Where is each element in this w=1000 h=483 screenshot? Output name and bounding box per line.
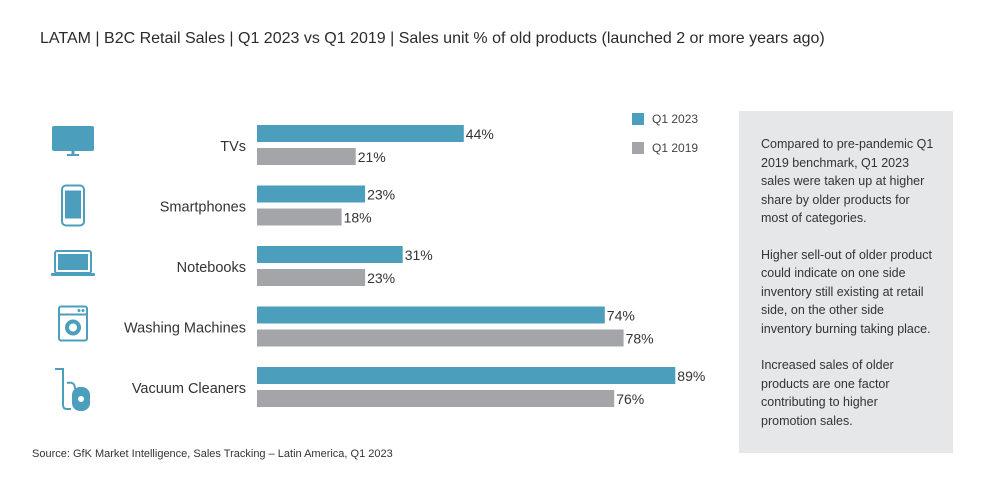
value-label-smartphones-q1-2019: 18% (344, 210, 372, 226)
legend-label-q1-2019: Q1 2019 (652, 141, 698, 155)
value-label-washing-machines-q1-2023: 74% (607, 308, 635, 324)
value-label-washing-machines-q1-2019: 78% (626, 331, 654, 347)
value-label-smartphones-q1-2023: 23% (367, 187, 395, 203)
bar-washing-machines-q1-2023 (257, 306, 605, 324)
legend-swatch-q1-2019 (632, 142, 644, 154)
bar-smartphones-q1-2023 (257, 185, 366, 203)
washing-machine-icon (58, 305, 88, 342)
legend-swatch-q1-2023 (632, 113, 644, 125)
bar-tvs-q1-2019 (257, 148, 356, 165)
bar-notebooks-q1-2019 (257, 269, 366, 286)
bar-vacuum-cleaners-q1-2023 (257, 367, 676, 384)
category-label-tvs: TVs (220, 139, 246, 155)
tv-icon (52, 126, 94, 156)
value-label-notebooks-q1-2023: 31% (405, 247, 433, 263)
bar-vacuum-cleaners-q1-2019 (257, 390, 615, 407)
page-title: LATAM | B2C Retail Sales | Q1 2023 vs Q1… (40, 30, 825, 47)
category-label-vacuum-cleaners: Vacuum Cleaners (132, 381, 246, 397)
bar-notebooks-q1-2023 (257, 246, 403, 263)
bar-tvs-q1-2023 (257, 125, 464, 142)
note-paragraph-2: Higher sell-out of older product could i… (761, 247, 932, 336)
bar-washing-machines-q1-2019 (257, 329, 624, 347)
category-icons (51, 126, 95, 411)
commentary-panel: Compared to pre-pandemic Q1 2019 benchma… (739, 111, 953, 453)
value-label-vacuum-cleaners-q1-2023: 89% (677, 368, 705, 384)
notebook-icon (51, 250, 95, 276)
source-note: Source: GfK Market Intelligence, Sales T… (32, 448, 393, 460)
value-label-notebooks-q1-2019: 23% (367, 270, 395, 286)
category-label-smartphones: Smartphones (160, 200, 246, 216)
note-paragraph-1: Compared to pre-pandemic Q1 2019 benchma… (761, 137, 934, 225)
note-paragraph-3: Increased sales of older products are on… (761, 358, 894, 428)
smartphone-icon (61, 184, 85, 227)
category-label-washing-machines: Washing Machines (124, 321, 246, 337)
chart-legend: Q1 2023 Q1 2019 (632, 112, 698, 155)
vacuum-cleaner-icon (55, 368, 90, 411)
chart-bars: TVs 44% 21% Smartphones 23% 18% Notebooks 31% 23… (124, 125, 705, 407)
category-label-notebooks: Notebooks (177, 260, 246, 276)
value-label-vacuum-cleaners-q1-2019: 76% (616, 391, 644, 407)
value-label-tvs-q1-2023: 44% (466, 126, 494, 142)
value-label-tvs-q1-2019: 21% (358, 149, 386, 165)
bar-smartphones-q1-2019 (257, 208, 342, 226)
legend-label-q1-2023: Q1 2023 (652, 112, 698, 126)
